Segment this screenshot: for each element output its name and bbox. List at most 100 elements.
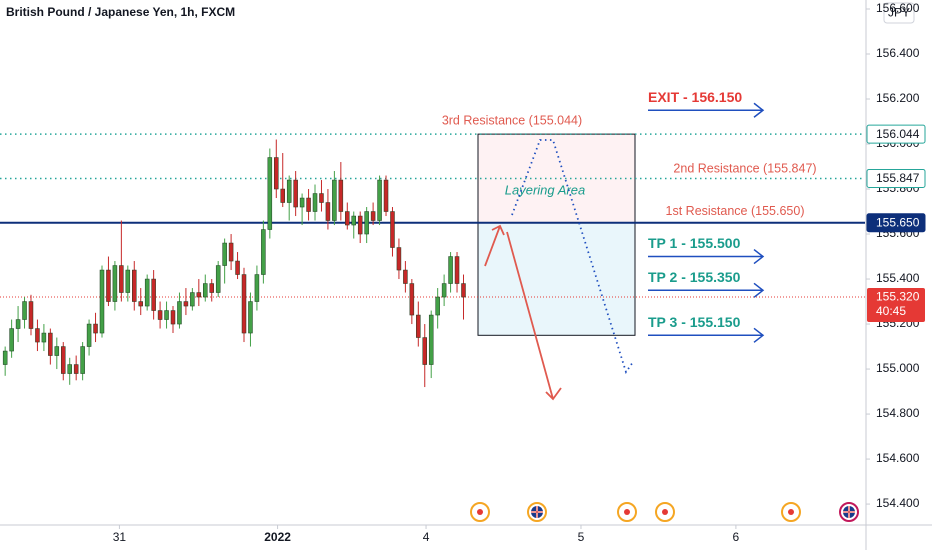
candle-body bbox=[151, 278, 156, 311]
candle-body bbox=[99, 269, 105, 334]
y-tick-label: 156.400 bbox=[876, 46, 920, 60]
level-price-box bbox=[866, 124, 926, 144]
x-tick-label: 6 bbox=[733, 530, 740, 544]
candle-body bbox=[222, 242, 227, 266]
currency[interactable]: JPY bbox=[888, 6, 910, 20]
candle-body bbox=[435, 296, 440, 316]
target-text: EXIT - 156.150 bbox=[648, 89, 742, 105]
candle-body bbox=[370, 211, 376, 221]
candle-body bbox=[409, 283, 415, 316]
candle-body bbox=[93, 323, 98, 334]
candle-body bbox=[203, 283, 208, 298]
y-tick-label: 155.400 bbox=[876, 271, 920, 285]
candle-body bbox=[325, 202, 331, 221]
level-price-label: 155.650 bbox=[876, 215, 920, 229]
candle-body bbox=[119, 265, 124, 293]
candle-body bbox=[106, 269, 111, 302]
candle-body bbox=[403, 269, 408, 284]
candle-body bbox=[15, 319, 21, 329]
candle-body bbox=[286, 179, 292, 203]
candle-body bbox=[170, 310, 176, 325]
price-countdown: 40:45 bbox=[876, 304, 906, 318]
candle-body bbox=[86, 323, 92, 347]
candle-body bbox=[61, 346, 66, 374]
candle-body bbox=[357, 215, 363, 235]
target-arrow bbox=[648, 102, 765, 118]
candle-body bbox=[157, 310, 163, 320]
candle-body bbox=[416, 314, 421, 338]
candle-body bbox=[48, 332, 53, 356]
candle-body bbox=[306, 197, 311, 212]
y-tick-label: 155.000 bbox=[876, 361, 920, 375]
y-tick-label: 154.800 bbox=[876, 406, 920, 420]
target-text: TP 2 - 155.350 bbox=[648, 269, 741, 285]
zone-lower bbox=[478, 222, 635, 336]
candle-body bbox=[209, 283, 214, 293]
candle-body bbox=[383, 179, 389, 212]
candle-body bbox=[422, 337, 428, 365]
candle-body bbox=[2, 350, 8, 365]
y-tick-label: 154.600 bbox=[876, 451, 920, 465]
target-text: TP 1 - 155.500 bbox=[648, 235, 741, 251]
x-tick-label: 4 bbox=[423, 530, 430, 544]
chart-title: British Pound / Japanese Yen, 1h, FXCM bbox=[6, 5, 235, 19]
candle-body bbox=[28, 301, 34, 329]
candle-body bbox=[448, 256, 453, 284]
x-tick-label: 31 bbox=[113, 530, 127, 544]
level-price-box bbox=[866, 168, 926, 188]
candle-body bbox=[454, 256, 460, 284]
target-arrow bbox=[648, 282, 765, 298]
candle-body bbox=[41, 332, 47, 343]
candle-body bbox=[67, 364, 72, 374]
candle-body bbox=[138, 301, 143, 307]
candle-body bbox=[461, 283, 466, 298]
candle-body bbox=[164, 310, 169, 320]
price-box bbox=[867, 288, 925, 323]
y-tick-label: 156.200 bbox=[876, 91, 920, 105]
candle-body bbox=[54, 346, 60, 356]
price-label: 155.320 bbox=[876, 290, 920, 304]
candle-body bbox=[190, 292, 195, 307]
candle-body bbox=[345, 211, 350, 226]
candle-body bbox=[274, 157, 279, 190]
y-tick-label: 156.600 bbox=[876, 1, 920, 15]
candle-body bbox=[228, 242, 234, 262]
candle-body bbox=[299, 197, 305, 208]
y-tick-label: 154.400 bbox=[876, 496, 920, 510]
target-text: TP 3 - 155.150 bbox=[648, 314, 741, 330]
candle-body bbox=[125, 269, 131, 293]
level-price-box bbox=[866, 213, 926, 233]
candle-body bbox=[132, 269, 137, 302]
candle-body bbox=[338, 179, 344, 212]
candle-body bbox=[390, 211, 395, 248]
candle-body bbox=[177, 301, 182, 325]
candle-body bbox=[261, 229, 266, 275]
blue-dotted-path bbox=[511, 139, 634, 375]
event-icons bbox=[470, 502, 859, 522]
candle-body bbox=[215, 265, 221, 293]
candle-body bbox=[144, 278, 150, 307]
currency-badge[interactable] bbox=[883, 2, 915, 24]
red-arrow bbox=[484, 224, 562, 401]
candle-body bbox=[312, 193, 318, 212]
candle-body bbox=[80, 346, 85, 374]
candle-body bbox=[377, 179, 382, 221]
target-arrow bbox=[648, 248, 765, 265]
candle-body bbox=[428, 314, 434, 365]
candle-body bbox=[364, 211, 369, 235]
x-tick-label: 2022 bbox=[264, 530, 291, 544]
candle-body bbox=[319, 193, 324, 203]
zone-label: Layering Area bbox=[505, 182, 585, 197]
level-price-label: 156.044 bbox=[876, 127, 920, 141]
x-tick-label: 5 bbox=[578, 530, 585, 544]
candle-body bbox=[332, 179, 337, 221]
candle-body bbox=[73, 364, 79, 374]
candle-body bbox=[183, 301, 189, 307]
candle-body bbox=[396, 247, 402, 271]
level-text: 2nd Resistance (155.847) bbox=[673, 162, 816, 176]
candle-body bbox=[235, 260, 240, 275]
candle-body bbox=[35, 328, 40, 343]
candle-body bbox=[293, 179, 298, 208]
